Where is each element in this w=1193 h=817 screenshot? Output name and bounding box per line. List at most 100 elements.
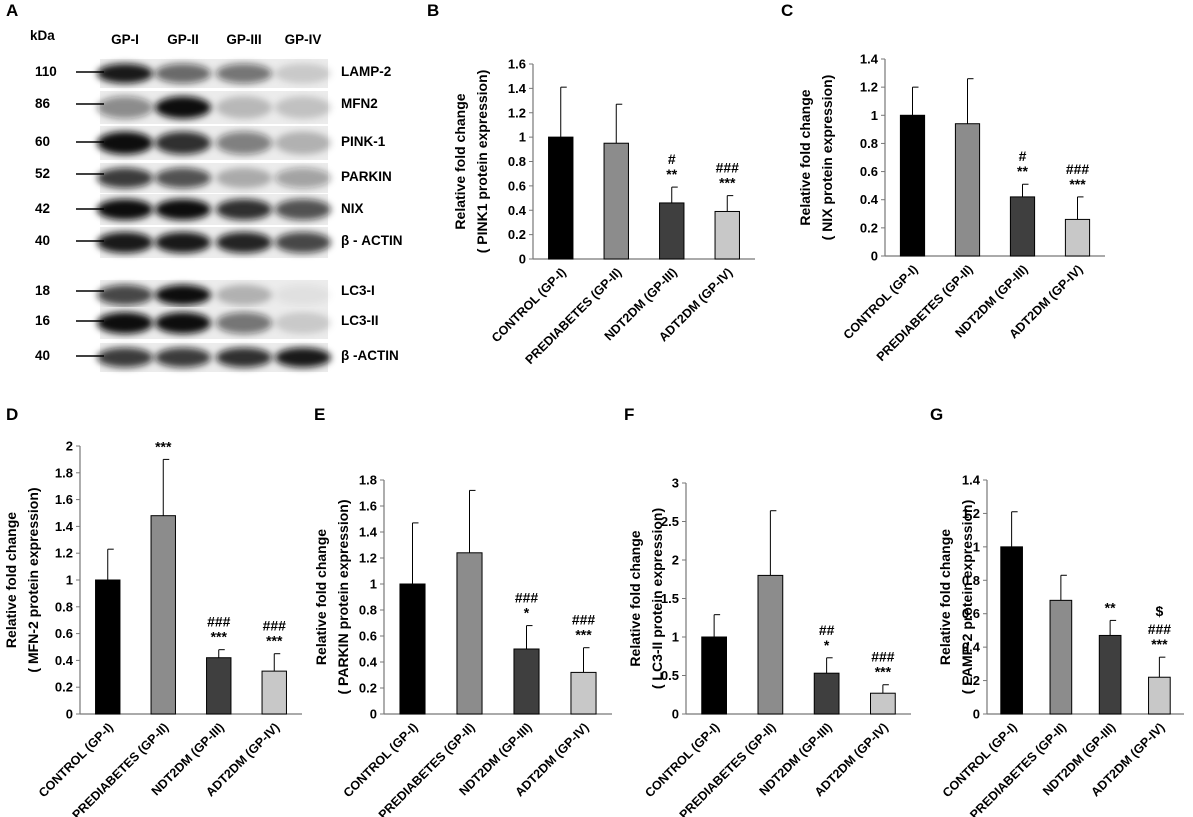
category-label: PREDIABETES (GP-II) bbox=[70, 720, 172, 817]
y-tick-label: 1.2 bbox=[359, 551, 377, 566]
protein-band bbox=[275, 284, 331, 306]
y-tick-label: 1.5 bbox=[661, 591, 679, 606]
mw-label: 42 bbox=[35, 201, 50, 216]
bar bbox=[701, 636, 727, 715]
bar bbox=[456, 552, 483, 715]
protein-label: LC3-II bbox=[341, 313, 379, 328]
protein-band bbox=[97, 347, 153, 368]
y-tick-label: 0.2 bbox=[508, 227, 526, 242]
protein-label: β - ACTIN bbox=[341, 233, 402, 248]
chart-panel-e: E 0 0.2 0.4 0.6 0.8 1 1.2 1.4 1.6 1.8 Relative fold… bbox=[313, 405, 612, 817]
bar bbox=[1000, 546, 1023, 715]
y-axis-label: ( LC3-II protein expression) bbox=[649, 508, 665, 689]
y-axis-label: Relative fold change bbox=[797, 89, 813, 225]
bar bbox=[899, 114, 926, 257]
protein-label: LAMP-2 bbox=[341, 64, 391, 79]
significance-mark: ### bbox=[1148, 621, 1172, 637]
y-tick-label: 0.2 bbox=[860, 220, 878, 235]
protein-band bbox=[275, 167, 331, 189]
significance-mark: ### bbox=[572, 612, 596, 628]
y-axis-label: Relative fold change bbox=[452, 93, 468, 229]
significance-mark: ** bbox=[1105, 599, 1116, 615]
protein-band bbox=[97, 63, 153, 84]
panel-label-a: A bbox=[6, 1, 18, 20]
lane-label: GP-II bbox=[167, 32, 199, 47]
protein-band bbox=[275, 231, 331, 254]
protein-label: PARKIN bbox=[341, 169, 392, 184]
significance-mark: ### bbox=[263, 618, 287, 634]
y-tick-label: 2 bbox=[672, 553, 679, 568]
significance-mark: ## bbox=[819, 622, 835, 638]
significance-mark: *** bbox=[155, 438, 172, 454]
protein-band bbox=[275, 198, 331, 221]
protein-band bbox=[216, 284, 272, 306]
bar bbox=[659, 202, 685, 260]
protein-band bbox=[216, 231, 272, 254]
significance-mark: # bbox=[1019, 148, 1027, 164]
protein-label: LC3-I bbox=[341, 283, 375, 298]
y-tick-label: 1.4 bbox=[508, 81, 527, 96]
category-label: PREDIABETES (GP-II) bbox=[677, 720, 779, 817]
panel-label: D bbox=[6, 405, 18, 424]
significance-mark: ### bbox=[716, 160, 740, 176]
bar bbox=[714, 210, 740, 260]
y-tick-label: 0.2 bbox=[359, 681, 377, 696]
lane-label: GP-IV bbox=[285, 32, 322, 47]
y-tick-label: 2 bbox=[66, 439, 73, 454]
y-tick-label: 0 bbox=[370, 707, 377, 722]
y-tick-label: 1.2 bbox=[962, 506, 980, 521]
mw-label: 52 bbox=[35, 166, 50, 181]
bar bbox=[1098, 634, 1122, 715]
mw-label: 16 bbox=[35, 313, 51, 328]
y-axis-label: ( NIX protein expression) bbox=[819, 75, 835, 241]
y-tick-label: 1.2 bbox=[860, 80, 878, 95]
panel-label: G bbox=[930, 405, 943, 424]
chart-panel-f: F 0 0.5 1 1.5 2 2.5 3 Relative fold change ( LC3-… bbox=[624, 405, 911, 817]
protein-band bbox=[155, 347, 211, 368]
panel-label: E bbox=[314, 405, 325, 424]
protein-band bbox=[155, 96, 211, 119]
y-tick-label: 1 bbox=[66, 573, 73, 588]
protein-band bbox=[155, 284, 211, 306]
significance-mark: *** bbox=[1151, 636, 1168, 652]
significance-mark: * bbox=[524, 605, 530, 621]
protein-band bbox=[216, 347, 272, 368]
bar bbox=[150, 515, 176, 715]
protein-label: MFN2 bbox=[341, 96, 378, 111]
category-label: PREDIABETES (GP-II) bbox=[874, 262, 976, 364]
y-tick-label: 0 bbox=[66, 707, 73, 722]
y-tick-label: 0.4 bbox=[55, 653, 74, 668]
bar bbox=[261, 670, 287, 715]
y-tick-label: 0.6 bbox=[860, 164, 878, 179]
y-tick-label: 1.4 bbox=[962, 473, 981, 488]
significance-mark: ### bbox=[515, 590, 539, 606]
protein-band bbox=[97, 312, 153, 334]
y-tick-label: 0 bbox=[871, 249, 878, 264]
y-tick-label: 0.4 bbox=[359, 655, 378, 670]
bar bbox=[548, 136, 574, 260]
protein-band bbox=[275, 347, 331, 368]
mw-label: 18 bbox=[35, 283, 51, 298]
significance-mark: ** bbox=[1017, 163, 1028, 179]
y-axis-label: Relative fold change bbox=[937, 529, 953, 665]
y-tick-label: 0 bbox=[973, 707, 980, 722]
mw-label: 60 bbox=[35, 134, 50, 149]
y-tick-label: 1.4 bbox=[860, 52, 879, 67]
protein-band bbox=[155, 167, 211, 189]
bar bbox=[813, 672, 840, 715]
chart-panel-c: C 0 0.2 0.4 0.6 0.8 1 1.2 1.4 Relative fold chang… bbox=[781, 1, 1105, 364]
y-axis-label: Relative fold change bbox=[627, 530, 643, 666]
protein-band bbox=[97, 198, 153, 221]
y-tick-label: 0 bbox=[672, 707, 679, 722]
bar bbox=[1009, 196, 1036, 257]
bar bbox=[757, 574, 784, 715]
protein-band bbox=[155, 131, 211, 155]
y-tick-label: 0.8 bbox=[860, 136, 878, 151]
y-tick-label: 1 bbox=[519, 130, 526, 145]
y-tick-label: 1.2 bbox=[508, 105, 526, 120]
chart-panel-g: G 0 0.2 0.4 0.6 0.8 1 1.2 1.4 Relative fold chang… bbox=[930, 405, 1184, 817]
y-tick-label: 0.2 bbox=[55, 680, 73, 695]
bar bbox=[513, 648, 540, 715]
significance-mark: # bbox=[668, 151, 676, 167]
